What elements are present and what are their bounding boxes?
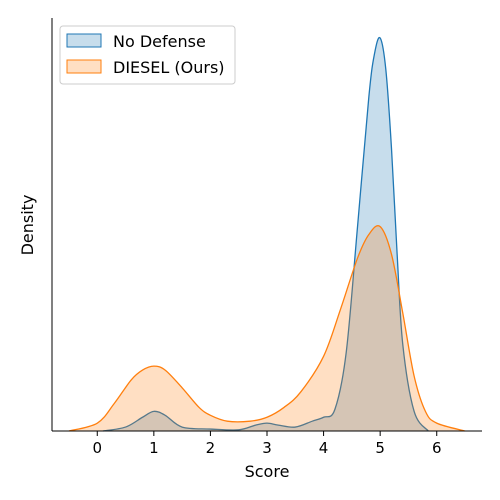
density-line-0 [102, 36, 429, 432]
x-tick-label: 3 [262, 439, 272, 457]
x-axis-label: Score [245, 462, 290, 481]
density-line-1 [68, 225, 466, 432]
density-fill-0 [102, 37, 429, 432]
legend-swatch-diesel [66, 59, 102, 74]
x-tick-label: 5 [375, 439, 385, 457]
x-tick-label: 0 [92, 439, 102, 457]
x-ticks: 0 1 2 3 4 5 6 [92, 431, 442, 457]
legend-box [59, 25, 236, 85]
density-areas [68, 36, 466, 432]
x-tick-label: 2 [206, 439, 216, 457]
x-tick-label: 4 [319, 439, 329, 457]
y-axis-label: Density [18, 195, 37, 256]
legend: No Defense DIESEL (Ours) [59, 25, 236, 85]
x-tick-label: 6 [432, 439, 442, 457]
density-fill-1 [68, 225, 466, 431]
legend-label-diesel: DIESEL (Ours) [113, 58, 225, 77]
x-tick-label: 1 [149, 439, 159, 457]
legend-label-no-defense: No Defense [113, 32, 206, 51]
legend-swatch-no-defense [66, 33, 102, 48]
